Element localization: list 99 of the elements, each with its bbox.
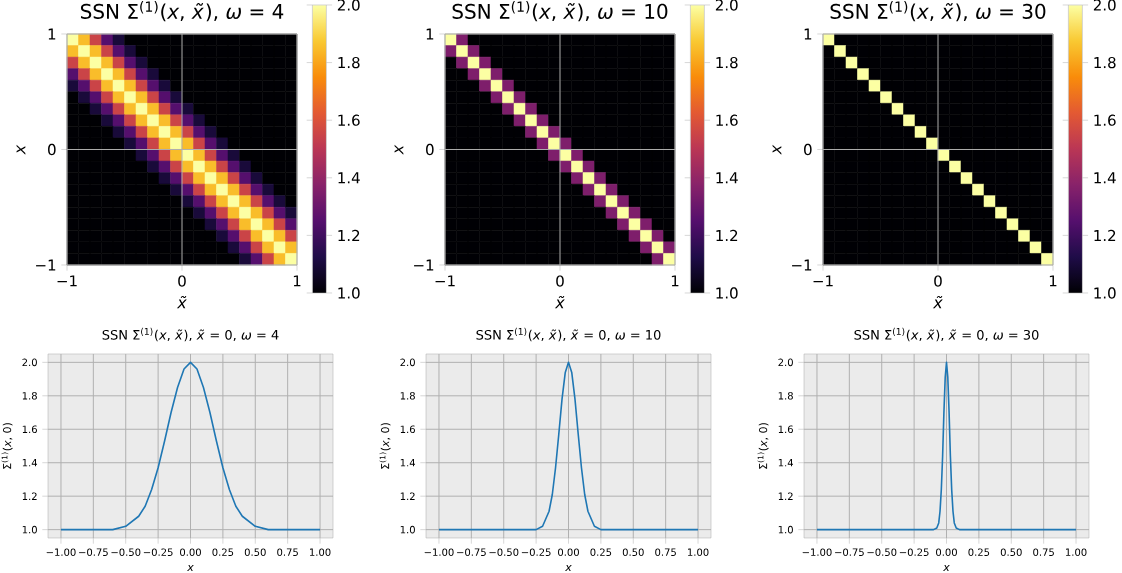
y-tick-label: 1.8 xyxy=(22,392,37,400)
chart-title: SSN Σ$^{(1)}$(x, x̃), x̃ = 0, ω = 10 xyxy=(476,327,661,342)
color-bar-label: 2.0 xyxy=(337,0,360,11)
x-tick-label: 1 xyxy=(671,275,679,287)
x-tick-label: 0.00 xyxy=(180,548,201,556)
chart-title: SSN Σ$^{(1)}$(x, x̃), ω = 4 xyxy=(80,1,284,22)
x-tick-label: −1.00 xyxy=(46,548,76,556)
x-tick-label: 0.75 xyxy=(1033,548,1054,556)
y-tick-label: 1.8 xyxy=(400,392,415,400)
x-tick-label: 1 xyxy=(293,275,301,287)
x-tick-label: −0.25 xyxy=(521,548,551,556)
chart-title: SSN Σ$^{(1)}$(x, x̃), x̃ = 0, ω = 4 xyxy=(102,327,279,342)
color-bar-label: 2.0 xyxy=(715,0,738,11)
x-tick-label: 0 xyxy=(556,275,564,287)
color-bar-label: 1.2 xyxy=(338,229,360,241)
color-bar-label: 1.0 xyxy=(338,287,360,299)
y-tick-label: 1.0 xyxy=(400,525,415,534)
x-tick-label: −0.75 xyxy=(835,548,864,556)
y-tick-label: 1.2 xyxy=(400,492,415,500)
y-tick-label: 1.4 xyxy=(400,459,416,467)
x-axis-title: x̃ xyxy=(932,295,943,309)
x-tick-label: 0.00 xyxy=(558,548,579,556)
color-bar-label: 1.4 xyxy=(338,172,360,184)
y-tick-label: 1.0 xyxy=(778,525,793,534)
y-tick-label: 0 xyxy=(48,143,56,156)
y-tick-label: 2.0 xyxy=(778,358,793,367)
y-axis-title: Σ$^{(1)}$(x, 0) xyxy=(379,423,391,469)
x-axis-title: x xyxy=(942,565,950,572)
y-tick-label: −1 xyxy=(792,259,812,271)
x-tick-label: 0.50 xyxy=(1000,548,1022,556)
y-tick-label: 1.4 xyxy=(778,459,794,467)
x-tick-label: −0.25 xyxy=(899,548,929,556)
y-tick-label: 1.6 xyxy=(400,425,415,434)
chart-title: SSN Σ$^{(1)}$(x, x̃), x̃ = 0, ω = 30 xyxy=(854,327,1039,342)
y-tick-label: 0 xyxy=(426,143,434,156)
color-bar-label: 1.2 xyxy=(716,229,738,241)
chart-title: SSN Σ$^{(1)}$(x, x̃), ω = 10 xyxy=(452,1,668,22)
x-tick-label: −0.75 xyxy=(79,548,108,556)
x-axis-title: x xyxy=(564,565,572,572)
color-bar-label: 1.8 xyxy=(1094,56,1116,69)
x-tick-label: −1 xyxy=(813,275,833,287)
x-tick-label: 0.00 xyxy=(936,548,957,556)
x-tick-label: −0.50 xyxy=(111,548,141,556)
y-axis-title: x xyxy=(16,144,26,155)
y-tick-label: 1.8 xyxy=(778,392,793,400)
y-tick-label: 2.0 xyxy=(22,358,37,367)
x-axis-title: x xyxy=(186,565,194,572)
x-tick-label: 0.25 xyxy=(968,548,990,556)
x-tick-label: 0 xyxy=(178,275,186,287)
y-tick-label: −1 xyxy=(36,259,56,271)
color-bar-label: 1.6 xyxy=(338,114,360,126)
y-tick-label: 1 xyxy=(426,28,434,40)
x-tick-label: −1.00 xyxy=(424,548,454,556)
color-bar-label: 1.8 xyxy=(338,56,360,69)
x-tick-label: 0.25 xyxy=(590,548,612,556)
y-tick-label: 1.6 xyxy=(778,425,793,434)
y-tick-label: 1.0 xyxy=(22,525,37,534)
x-tick-label: 1 xyxy=(1049,275,1057,287)
y-tick-label: 1.4 xyxy=(22,459,38,467)
x-tick-label: −0.25 xyxy=(143,548,173,556)
x-tick-label: −0.50 xyxy=(489,548,519,556)
color-bar-label: 1.6 xyxy=(1094,114,1116,126)
color-bar-label: 1.4 xyxy=(716,172,738,184)
x-axis-title: x̃ xyxy=(554,295,565,309)
color-bar-label: 1.8 xyxy=(716,56,738,69)
y-tick-label: 1.6 xyxy=(22,425,37,434)
color-bar-label: 1.6 xyxy=(716,114,738,126)
x-tick-label: 0.50 xyxy=(622,548,644,556)
y-tick-label: 2.0 xyxy=(400,358,415,367)
x-tick-label: −1 xyxy=(57,275,77,287)
y-tick-label: 1 xyxy=(48,28,56,40)
x-tick-label: 0 xyxy=(934,275,942,287)
x-tick-label: 1.00 xyxy=(688,548,709,556)
x-tick-label: 0.75 xyxy=(655,548,676,556)
y-axis-title: Σ$^{(1)}$(x, 0) xyxy=(1,423,13,469)
x-axis-title: x̃ xyxy=(176,295,187,309)
y-axis-title: x xyxy=(772,144,782,155)
x-tick-label: −0.75 xyxy=(457,548,486,556)
x-tick-label: 0.50 xyxy=(244,548,266,556)
y-tick-label: −1 xyxy=(414,259,434,271)
color-bar-label: 1.2 xyxy=(1094,229,1116,241)
y-tick-label: 1.2 xyxy=(22,492,37,500)
x-tick-label: 1.00 xyxy=(1066,548,1087,556)
y-tick-label: 1 xyxy=(804,28,812,40)
x-tick-label: −1 xyxy=(435,275,455,287)
y-axis-title: Σ$^{(1)}$(x, 0) xyxy=(757,423,769,469)
x-tick-label: −0.50 xyxy=(867,548,897,556)
color-bar-label: 1.0 xyxy=(1094,287,1116,299)
chart-title: SSN Σ$^{(1)}$(x, x̃), ω = 30 xyxy=(830,1,1046,22)
y-tick-label: 1.2 xyxy=(778,492,793,500)
x-tick-label: 0.75 xyxy=(277,548,298,556)
x-tick-label: 1.00 xyxy=(310,548,331,556)
x-tick-label: −1.00 xyxy=(802,548,832,556)
y-tick-label: 0 xyxy=(804,143,812,156)
color-bar-label: 2.0 xyxy=(1093,0,1116,11)
x-tick-label: 0.25 xyxy=(212,548,234,556)
color-bar-label: 1.4 xyxy=(1094,172,1116,184)
color-bar-label: 1.0 xyxy=(716,287,738,299)
y-axis-title: x xyxy=(394,144,404,155)
